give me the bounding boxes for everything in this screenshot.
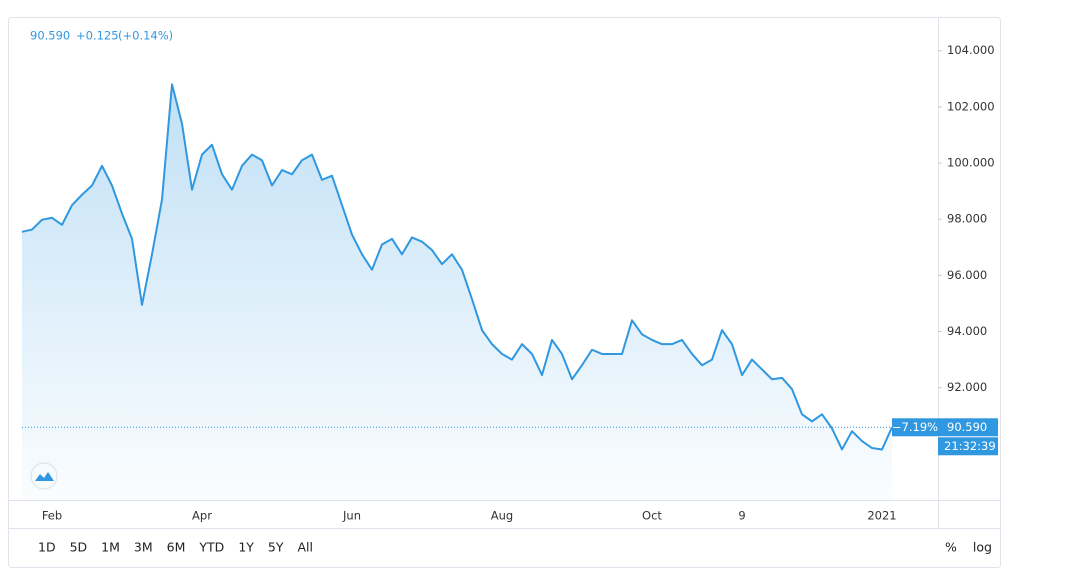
area [22, 84, 892, 500]
plot: 92.000 94.000 96.000 98.000 100.000 102.000 10… [21, 43, 998, 523]
range-button[interactable]: 6M [167, 540, 186, 555]
last-price: 90.590 [947, 420, 987, 434]
period-change-box [892, 418, 938, 437]
toolbar: 1D 5D 1M 3M 6M YTD 1Y 5Y All% log [38, 540, 992, 555]
x-tick-label: 2021 [867, 509, 896, 523]
y-tick-label: 94.000 [947, 324, 987, 338]
x-tick-label: Aug [491, 509, 513, 523]
range-button[interactable]: 1D [38, 540, 56, 555]
price: 90.590 [30, 29, 70, 43]
scale-button[interactable]: log [973, 540, 992, 555]
time-box [938, 437, 998, 456]
last-price-box [938, 418, 998, 437]
y-tick-label: 98.000 [947, 212, 987, 226]
y-tick-label: 96.000 [947, 268, 987, 282]
y-tick-label: 104.000 [947, 43, 995, 57]
period-change: −7.19% [892, 420, 938, 434]
y-tick-label: 102.000 [947, 99, 995, 113]
range-button[interactable]: 1Y [238, 540, 254, 555]
x-tick-label: Oct [642, 509, 662, 523]
y-tick-label: 100.000 [947, 156, 995, 170]
range-button[interactable]: YTD [198, 540, 224, 555]
change: +0.125 [76, 29, 119, 43]
range-button[interactable]: 5Y [268, 540, 284, 555]
y-tick-label: 92.000 [947, 380, 987, 394]
range-button[interactable]: 1M [101, 540, 120, 555]
scale-button[interactable]: % [945, 540, 957, 555]
time: 21:32:39 [944, 439, 996, 453]
change-pct: (+0.14%) [118, 29, 173, 43]
x-tick-label: Feb [42, 509, 62, 523]
range-button[interactable]: All [298, 540, 314, 555]
x-tick-label: Jun [342, 509, 361, 523]
range-button[interactable]: 3M [134, 540, 153, 555]
range-button[interactable]: 5D [70, 540, 88, 555]
x-tick-label: 9 [738, 509, 745, 523]
x-tick-label: Apr [192, 509, 212, 523]
line [21, 83, 893, 451]
